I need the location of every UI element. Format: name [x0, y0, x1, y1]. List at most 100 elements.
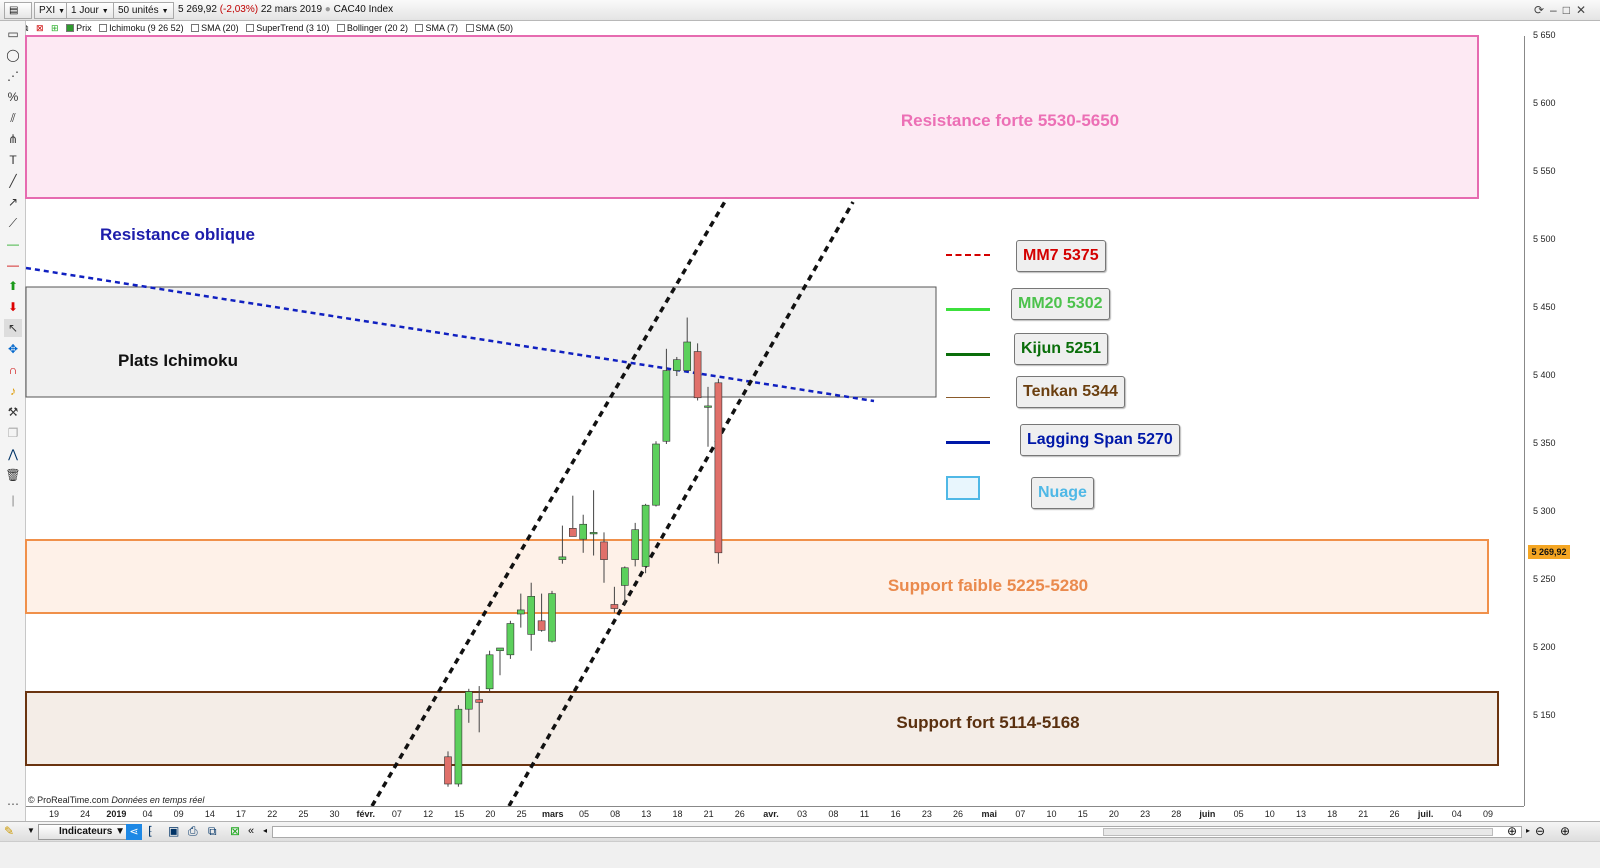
pattern-icon[interactable]: ⋀ [8, 447, 18, 461]
share-icon[interactable]: ⋖ [126, 824, 142, 840]
indicator-sma7[interactable]: SMA (7) [415, 21, 458, 35]
copy-chart-icon[interactable]: ⧉ [208, 824, 217, 838]
candle-up[interactable] [589, 532, 598, 535]
candle-up[interactable] [662, 370, 671, 442]
fibonacci-tool-icon[interactable]: ⋰ [7, 69, 19, 83]
date-text: 22 mars 2019 [260, 4, 323, 15]
candle-up[interactable] [485, 654, 494, 690]
indicator-sma50[interactable]: SMA (50) [465, 21, 513, 35]
channel-lower-line[interactable] [507, 201, 855, 806]
candle-down[interactable] [475, 699, 484, 703]
candle-down[interactable] [600, 541, 608, 560]
segment-tool-icon[interactable]: ⟋ [8, 216, 18, 230]
ticker-select[interactable]: PXI ▼ [34, 2, 71, 19]
time-tick: 21 [1358, 809, 1369, 819]
candle-up[interactable] [548, 593, 556, 642]
support-faible-zone[interactable] [25, 539, 1489, 614]
close-icon[interactable]: ✕ [1575, 3, 1592, 17]
refresh-icon[interactable]: ⟳ [1533, 3, 1550, 17]
remove-icon[interactable]: ⊠ [35, 23, 44, 33]
sell-arrow-icon[interactable]: ⬇ [7, 300, 19, 314]
time-axis[interactable]: 19 24 2019 04 09 14 17 22 25 30 févr. 07 12 15 20 25 mar… [26, 806, 1524, 821]
bracket-icon[interactable]: ⁅ [148, 824, 153, 838]
support-fort-zone[interactable] [25, 691, 1499, 766]
scrollbar-thumb[interactable] [1103, 828, 1493, 836]
scroll-step-left-icon[interactable]: ◂ [263, 826, 268, 835]
text-tool-icon[interactable]: T [9, 153, 17, 167]
scroll-step-right-icon[interactable]: ▸ [1526, 826, 1531, 835]
pencil-icon[interactable]: ✎ [4, 824, 15, 838]
maximize-icon[interactable]: □ [1562, 3, 1576, 17]
indicator-supertrend[interactable]: SuperTrend (3 10) [246, 21, 329, 35]
copy-icon[interactable]: ❐ [7, 426, 19, 440]
candle-down[interactable] [693, 351, 702, 399]
time-tick: 08 [828, 809, 839, 819]
properties-icon[interactable]: ⚒ [7, 405, 19, 419]
add-icon[interactable]: ⊞ [51, 23, 59, 33]
minimize-icon[interactable]: – [1550, 3, 1563, 17]
candle-up[interactable] [652, 443, 660, 506]
candle-up[interactable] [631, 529, 640, 560]
separator: | [11, 493, 15, 507]
zoom-in-icon[interactable]: ⊕ [1560, 824, 1571, 838]
ellipse-tool-icon[interactable]: ◯ [6, 48, 20, 62]
zoom-out-icon[interactable]: ⊖ [1535, 824, 1546, 838]
candle-down[interactable] [444, 756, 452, 785]
indicators-button[interactable]: Indicateurs ▼ [38, 824, 133, 840]
indicator-label: Prix [76, 23, 92, 33]
indicator-sma20[interactable]: SMA (20) [191, 21, 239, 35]
line-tool-icon[interactable]: ╱ [9, 174, 17, 188]
candle-up[interactable] [516, 609, 525, 615]
horizontal-line-tool-icon[interactable]: — [7, 237, 19, 251]
pointer-tool-icon[interactable]: ↖ [4, 319, 22, 337]
channel-upper-line[interactable] [370, 197, 729, 806]
more-icon[interactable]: ⋯ [7, 797, 19, 811]
ray-tool-icon[interactable]: ↗ [7, 195, 19, 209]
candle-up[interactable] [672, 359, 681, 371]
candle-up[interactable] [579, 523, 588, 540]
candle-up[interactable] [683, 341, 692, 371]
move-tool-icon[interactable]: ✥ [7, 342, 19, 356]
horizontal-scrollbar[interactable] [272, 826, 1522, 838]
candle-up[interactable] [527, 596, 536, 635]
rectangle-tool-icon[interactable]: ▭ [7, 27, 19, 41]
indicator-ichimoku[interactable]: Ichimoku (9 26 52) [99, 21, 184, 35]
resistance-forte-zone[interactable] [25, 35, 1479, 199]
indicator-bollinger[interactable]: Bollinger (20 2) [336, 21, 408, 35]
plats-ichimoku-zone[interactable] [25, 286, 937, 398]
candle-up[interactable] [464, 691, 473, 710]
price-chart[interactable]: Resistance forte 5530-5650 Plats Ichimok… [0, 0, 1524, 806]
candle-down[interactable] [610, 604, 619, 609]
dropdown-icon[interactable]: ▼ [27, 826, 35, 835]
print-icon[interactable]: ⎙ [188, 824, 198, 838]
percent-tool-icon[interactable]: % [7, 90, 19, 104]
trash-icon[interactable]: 🗑 [5, 468, 21, 482]
scroll-left-icon[interactable]: « [248, 825, 255, 837]
resistance-oblique-line[interactable] [25, 266, 875, 403]
candle-down[interactable] [568, 528, 577, 537]
indicator-price[interactable]: Prix [66, 21, 92, 35]
candle-up[interactable] [558, 556, 567, 560]
candle-up[interactable] [454, 708, 463, 785]
units-select[interactable]: 50 unités ▼ [113, 2, 174, 19]
save-icon[interactable]: ▣ [168, 824, 180, 838]
candle-up[interactable] [506, 623, 515, 656]
fan-tool-icon[interactable]: ⋔ [7, 132, 19, 146]
legend-kijun: Kijun 5251 [1014, 333, 1109, 365]
candle-down[interactable] [714, 382, 723, 554]
price-tick: 5 200 [1533, 642, 1556, 652]
menu-icon[interactable]: ▤ [4, 2, 32, 19]
export-icon[interactable]: ⊠ [230, 824, 241, 838]
zoom-fit-icon[interactable]: ⊕ [1507, 824, 1518, 838]
candle-up[interactable] [496, 647, 504, 652]
alert-bell-icon[interactable]: ♪ [10, 384, 16, 398]
channel-tool-icon[interactable]: ⫽ [10, 111, 16, 125]
buy-arrow-icon[interactable]: ⬆ [7, 279, 19, 293]
horizontal-line-red-tool-icon[interactable]: — [7, 258, 19, 272]
candle-up[interactable] [620, 567, 629, 586]
price-axis[interactable]: 5 650 5 600 5 550 5 500 5 450 5 400 5 35… [1524, 30, 1600, 806]
candle-up[interactable] [704, 405, 712, 408]
candle-down[interactable] [537, 620, 546, 631]
magnet-icon[interactable]: ∩ [8, 363, 18, 377]
candle-up[interactable] [641, 504, 650, 567]
